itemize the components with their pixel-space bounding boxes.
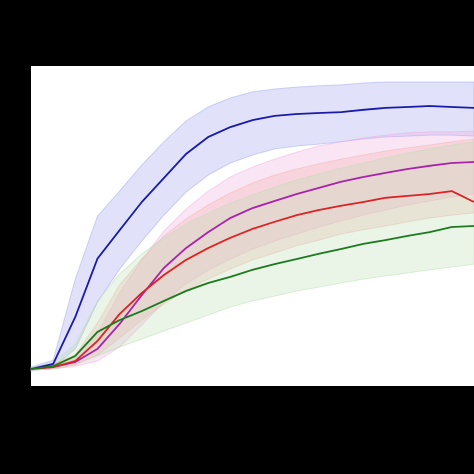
confidence-band-3 xyxy=(30,138,474,371)
series-line-2 xyxy=(30,161,474,370)
series-lines xyxy=(30,105,474,370)
confidence-band-4 xyxy=(30,141,474,371)
series-line-4 xyxy=(30,225,474,370)
confidence-band-1 xyxy=(30,81,474,372)
series-line-3 xyxy=(30,190,474,370)
series-line-1 xyxy=(30,105,474,370)
